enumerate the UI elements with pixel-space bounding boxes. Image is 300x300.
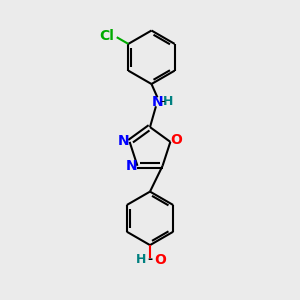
- Text: -: -: [160, 95, 165, 108]
- Text: O: O: [154, 253, 166, 267]
- Text: H: H: [163, 95, 173, 108]
- Text: O: O: [170, 134, 182, 147]
- Text: N: N: [126, 159, 137, 173]
- Text: -: -: [147, 254, 153, 266]
- Text: H: H: [136, 254, 146, 266]
- Text: Cl: Cl: [99, 29, 114, 43]
- Text: N: N: [118, 134, 130, 148]
- Text: N: N: [152, 95, 163, 109]
